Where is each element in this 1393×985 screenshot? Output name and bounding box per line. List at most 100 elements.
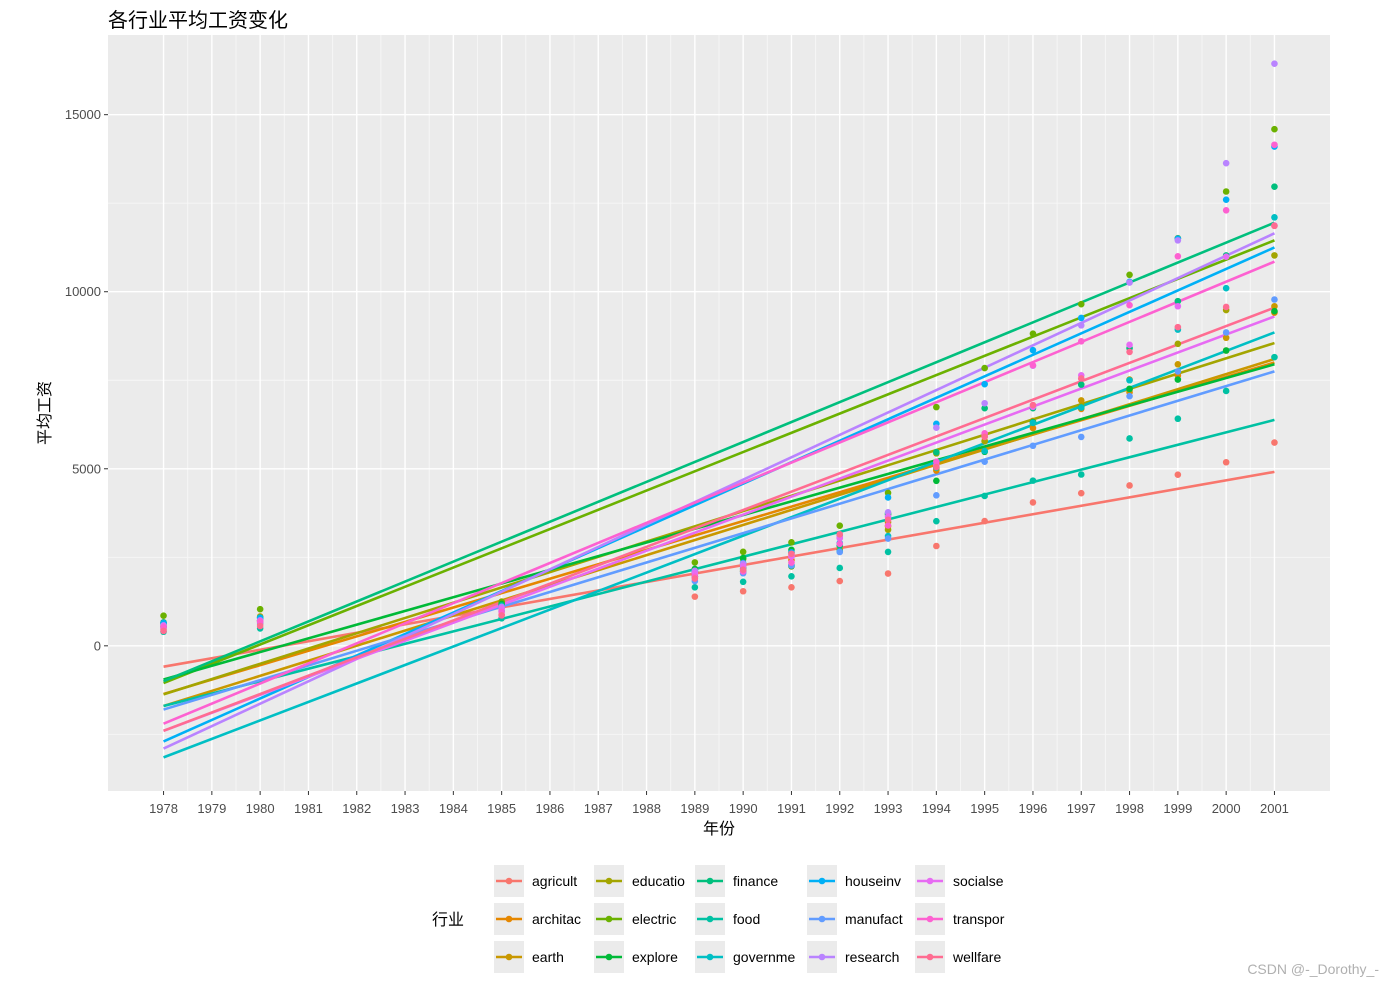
point-agricult bbox=[1271, 439, 1278, 446]
watermark: CSDN @-_Dorothy_- bbox=[1247, 961, 1379, 977]
legend-item-finance: finance bbox=[695, 865, 778, 897]
point-research bbox=[1222, 159, 1230, 167]
point-manufact bbox=[1029, 442, 1037, 450]
point-houseinv bbox=[1077, 314, 1085, 322]
legend-key-point bbox=[818, 877, 826, 885]
legend-label: electric bbox=[632, 911, 676, 927]
legend-label: educatio bbox=[632, 873, 685, 889]
legend-key-point bbox=[706, 915, 714, 923]
legend-item-architac: architac bbox=[494, 903, 581, 935]
point-transpor bbox=[1271, 141, 1278, 149]
point-finance bbox=[933, 448, 940, 456]
legend-label: explore bbox=[632, 949, 678, 965]
legend-key-point bbox=[605, 877, 613, 885]
point-food bbox=[884, 548, 892, 556]
legend-item-agricult: agricult bbox=[494, 865, 577, 897]
point-wellfare bbox=[1029, 401, 1037, 409]
legend-key-point bbox=[818, 915, 826, 923]
point-finance bbox=[1174, 297, 1182, 305]
point-architac bbox=[1029, 424, 1037, 432]
x-tick-label: 1980 bbox=[246, 801, 275, 816]
legend: 行业 agricult architac earth educatio electric e… bbox=[432, 865, 1005, 973]
point-explore bbox=[1271, 307, 1278, 315]
point-manufact bbox=[981, 458, 988, 465]
y-tick-label: 5000 bbox=[72, 461, 101, 476]
legend-item-transpor: transpor bbox=[915, 903, 1005, 935]
legend-key-point bbox=[926, 877, 934, 885]
legend-label: governme bbox=[733, 949, 795, 965]
x-axis: 1978 1979 1980 1981 1982 1983 1984 1985 1986 1987… bbox=[149, 791, 1289, 816]
fit-line-transpor bbox=[163, 260, 1275, 725]
point-socialse bbox=[1126, 341, 1133, 349]
point-electric bbox=[1271, 125, 1278, 133]
point-governme bbox=[981, 447, 988, 455]
point-research bbox=[933, 424, 940, 431]
point-transpor bbox=[836, 540, 844, 548]
point-houseinv bbox=[884, 494, 892, 501]
legend-key-point bbox=[926, 953, 934, 961]
point-wellfare bbox=[498, 612, 505, 619]
point-food bbox=[933, 517, 940, 525]
point-food bbox=[739, 578, 747, 586]
point-transpor bbox=[1126, 301, 1133, 309]
legend-item-governme: governme bbox=[695, 941, 795, 973]
x-tick-label: 1998 bbox=[1115, 801, 1144, 816]
data-points bbox=[160, 60, 1278, 636]
legend-title: 行业 bbox=[432, 910, 464, 929]
point-food bbox=[1174, 415, 1182, 423]
x-tick-label: 1993 bbox=[874, 801, 903, 816]
point-agricult bbox=[739, 587, 747, 595]
point-agricult bbox=[691, 593, 699, 600]
point-governme bbox=[1222, 284, 1230, 292]
point-agricult bbox=[836, 577, 844, 585]
point-transpor bbox=[933, 458, 940, 465]
legend-label: wellfare bbox=[952, 949, 1001, 965]
point-finance bbox=[1271, 183, 1278, 190]
point-electric bbox=[739, 548, 747, 556]
legend-key-point bbox=[605, 915, 613, 923]
x-tick-label: 1984 bbox=[439, 801, 468, 816]
point-agricult bbox=[1029, 499, 1037, 506]
chart-title: 各行业平均工资变化 bbox=[108, 8, 288, 32]
point-explore bbox=[1222, 347, 1230, 354]
point-finance bbox=[981, 404, 988, 412]
point-educatio bbox=[1174, 340, 1182, 348]
legend-key-point bbox=[605, 953, 613, 961]
legend-item-educatio: educatio bbox=[594, 865, 685, 897]
point-wellfare bbox=[256, 622, 264, 630]
legend-item-houseinv: houseinv bbox=[807, 865, 901, 897]
x-tick-label: 1986 bbox=[535, 801, 564, 816]
point-food bbox=[1077, 471, 1085, 478]
fit-line-finance bbox=[163, 221, 1275, 683]
legend-key-point bbox=[926, 915, 934, 923]
legend-key-point bbox=[706, 877, 714, 885]
point-manufact bbox=[1126, 392, 1133, 400]
fit-line-electric bbox=[163, 239, 1275, 685]
point-electric bbox=[1126, 271, 1133, 279]
point-wellfare bbox=[160, 627, 167, 635]
point-wellfare bbox=[1174, 323, 1182, 331]
x-tick-label: 1994 bbox=[922, 801, 951, 816]
point-manufact bbox=[1271, 296, 1278, 303]
y-tick-label: 0 bbox=[94, 638, 101, 653]
legend-label: agricult bbox=[532, 873, 577, 889]
point-governme bbox=[1271, 214, 1278, 221]
point-manufact bbox=[1174, 368, 1182, 375]
legend-label: houseinv bbox=[845, 873, 901, 889]
legend-label: socialse bbox=[953, 873, 1004, 889]
point-agricult bbox=[788, 584, 795, 591]
fit-lines bbox=[162, 221, 1276, 759]
legend-key-point bbox=[505, 877, 513, 885]
point-food bbox=[1126, 435, 1133, 442]
y-axis-label: 平均工资 bbox=[35, 381, 54, 445]
point-wellfare bbox=[1126, 348, 1133, 356]
legend-key-point bbox=[706, 953, 714, 961]
y-axis: 0 5000 10000 15000 bbox=[65, 107, 108, 653]
legend-item-explore: explore bbox=[594, 941, 678, 973]
x-tick-label: 1997 bbox=[1067, 801, 1096, 816]
x-tick-label: 1991 bbox=[777, 801, 806, 816]
point-electric bbox=[933, 403, 940, 411]
legend-item-research: research bbox=[807, 941, 899, 973]
point-transpor bbox=[884, 522, 892, 529]
